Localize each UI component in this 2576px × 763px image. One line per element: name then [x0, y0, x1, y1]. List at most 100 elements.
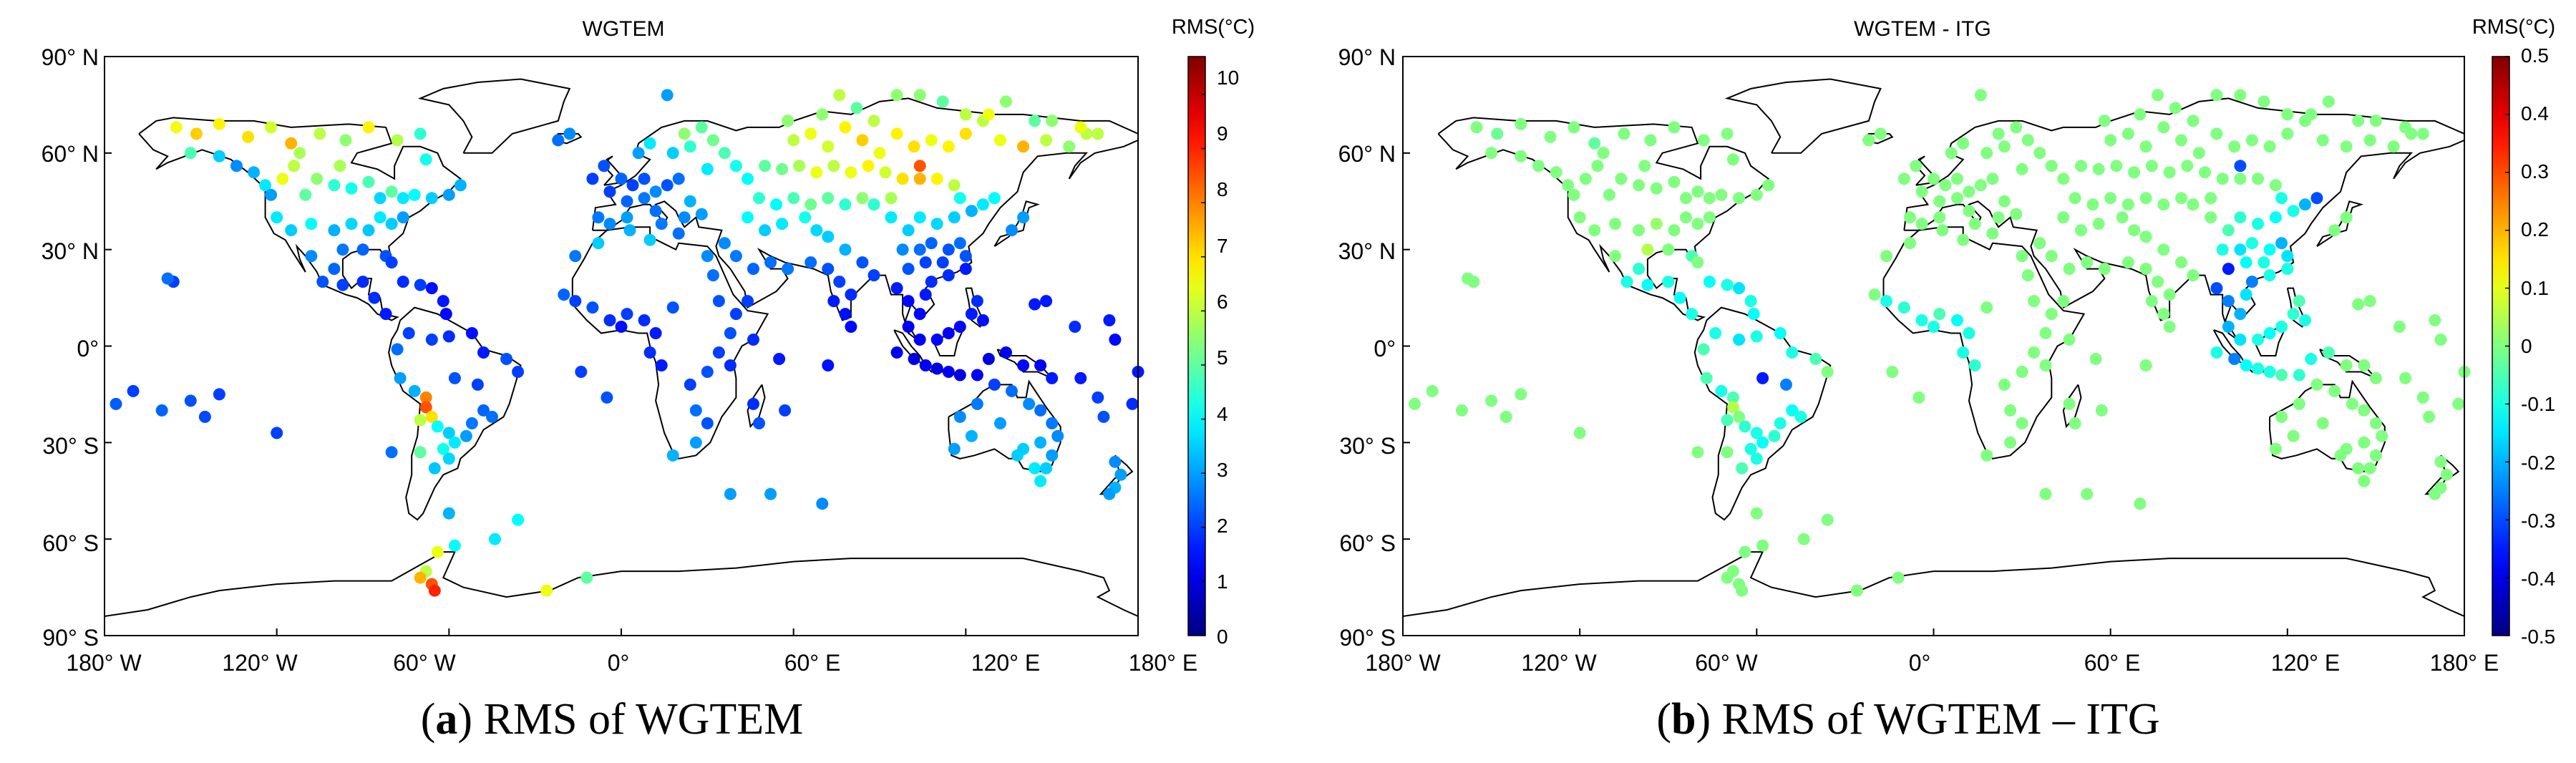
- colorbar-title: RMS(°C): [2471, 16, 2556, 39]
- station-point: [1780, 378, 1792, 391]
- station-point: [1897, 301, 1910, 314]
- lon-label-120w: 120° W: [1521, 650, 1597, 676]
- station-point: [706, 134, 719, 147]
- colorbar-tick: -0.3: [2521, 510, 2556, 532]
- station-point: [2316, 134, 2329, 147]
- station-point: [328, 263, 341, 276]
- coastline: [417, 78, 571, 154]
- station-point: [1721, 446, 1734, 459]
- station-point: [213, 388, 225, 401]
- station-point: [1029, 298, 1041, 311]
- station-point: [213, 150, 225, 162]
- station-point: [391, 134, 404, 147]
- colorbar-tick: 0.2: [2521, 218, 2549, 240]
- station-point: [1491, 127, 1504, 140]
- station-point: [397, 276, 409, 288]
- station-point: [2210, 89, 2223, 102]
- station-point: [419, 401, 432, 414]
- station-point: [2240, 359, 2252, 371]
- station-point: [942, 327, 955, 339]
- station-point: [1515, 388, 1527, 401]
- station-point: [1945, 147, 1958, 160]
- station-point: [1641, 278, 1654, 291]
- station-point: [764, 487, 777, 500]
- station-point: [2128, 166, 2141, 179]
- station-point: [742, 295, 754, 308]
- station-point: [1615, 172, 1628, 185]
- station-point: [643, 346, 656, 359]
- station-point: [2393, 321, 2406, 333]
- station-point: [753, 192, 765, 205]
- station-point: [971, 397, 983, 410]
- station-point: [1455, 404, 1468, 417]
- station-point: [712, 346, 725, 359]
- station-point: [2352, 462, 2365, 475]
- station-point: [336, 243, 349, 256]
- station-point: [902, 295, 915, 308]
- station-point: [1668, 175, 1681, 188]
- station-point: [913, 89, 926, 102]
- station-point: [2234, 160, 2247, 172]
- station-point: [2075, 160, 2087, 172]
- station-point: [747, 263, 759, 276]
- station-point: [2081, 487, 2094, 500]
- station-point: [2004, 436, 2017, 449]
- station-point: [1426, 384, 1439, 397]
- station-point: [339, 134, 352, 147]
- station-point: [621, 211, 633, 224]
- station-point: [2257, 95, 2270, 108]
- station-point: [448, 436, 461, 449]
- station-point: [2139, 192, 2152, 205]
- station-point: [2069, 192, 2081, 205]
- station-point: [2063, 263, 2076, 276]
- station-point: [311, 172, 324, 185]
- station-point: [540, 584, 553, 597]
- station-point: [913, 243, 926, 256]
- lat-label-0: 0°: [77, 336, 99, 361]
- station-point: [1797, 533, 1810, 545]
- station-point: [833, 89, 846, 102]
- station-point: [902, 321, 915, 333]
- station-point: [408, 384, 421, 397]
- station-point: [2028, 295, 2041, 308]
- station-point: [1017, 211, 1030, 224]
- station-point: [701, 250, 714, 263]
- station-point: [965, 429, 978, 442]
- colorbar-tick: -0.1: [2521, 393, 2556, 415]
- station-point: [793, 160, 806, 172]
- station-point: [2228, 140, 2241, 153]
- station-point: [1500, 410, 1512, 423]
- station-point: [1756, 436, 1769, 449]
- station-point: [2358, 404, 2371, 417]
- station-point: [2323, 346, 2335, 359]
- colorbar-tick: 10: [1217, 67, 1240, 89]
- station-point: [1957, 137, 1970, 150]
- station-point: [936, 95, 949, 108]
- station-point: [2275, 192, 2288, 205]
- station-point: [942, 366, 955, 378]
- station-point: [486, 410, 498, 423]
- station-point: [1462, 272, 1474, 285]
- station-point: [428, 584, 441, 597]
- station-point: [925, 237, 938, 250]
- station-point: [2021, 134, 2034, 147]
- station-point: [729, 308, 742, 321]
- station-point: [2287, 308, 2300, 321]
- station-point: [2063, 397, 2076, 410]
- station-point: [437, 295, 449, 308]
- station-point: [305, 218, 318, 230]
- station-point: [414, 127, 427, 140]
- station-point: [805, 256, 817, 269]
- station-point: [2340, 211, 2353, 224]
- station-point: [425, 192, 438, 205]
- station-point: [621, 308, 633, 321]
- station-point: [1951, 314, 1963, 326]
- station-point: [661, 89, 674, 102]
- station-point: [2287, 429, 2300, 442]
- station-point: [1912, 391, 1925, 404]
- station-point: [747, 397, 759, 410]
- station-point: [1046, 115, 1059, 127]
- station-point: [1886, 366, 1899, 378]
- station-point: [586, 301, 599, 314]
- station-point: [666, 301, 679, 314]
